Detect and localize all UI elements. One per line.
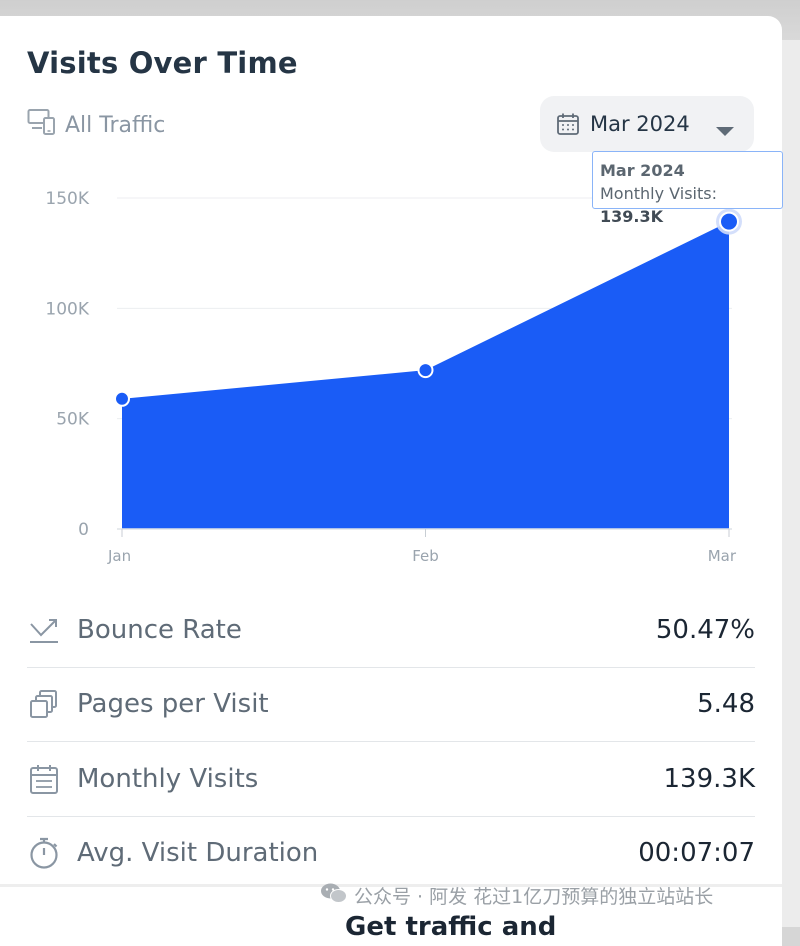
metric-label: Monthly Visits [77,763,259,794]
y-tick-label: 100K [45,299,89,319]
visits-area-chart: 0 50K 100K 150K Jan Feb Mar [45,189,742,565]
metric-row-monthly-visits: Monthly Visits 139.3K [27,742,755,817]
chart-tooltip: Mar 2024 Monthly Visits: 139.3K [592,151,783,226]
metric-row-pages-per-visit: Pages per Visit 5.48 [27,668,755,742]
x-tick-label: Mar [708,547,737,565]
metric-label: Bounce Rate [77,614,242,645]
date-picker[interactable]: Mar 2024 [540,96,754,152]
data-point [114,390,130,407]
metric-value: 50.47% [655,614,755,645]
page-right-strip [782,40,800,927]
y-tick-label: 0 [78,520,89,540]
metric-value: 00:07:07 [638,838,755,869]
y-tick-label: 150K [45,189,89,209]
traffic-filter-label: All Traffic [65,112,166,138]
watermark-text: 公众号 · 阿发 花过1亿刀预算的独立站站长 [354,886,714,908]
pages-per-visit-icon [27,687,61,721]
bounce-rate-icon [27,613,61,647]
tooltip-value: 139.3K [600,207,664,226]
metrics-list: Bounce Rate 50.47% Pages per Visit 5.48 … [27,593,755,890]
metric-value: 139.3K [663,763,755,794]
date-picker-value: Mar 2024 [590,112,690,136]
tooltip-title: Mar 2024 [600,161,685,180]
section-divider [0,884,782,887]
metric-value: 5.48 [697,689,755,720]
calendar-icon [27,762,61,796]
traffic-filter: All Traffic [27,108,165,142]
metric-label: Avg. Visit Duration [77,838,319,869]
calendar-icon [556,112,580,136]
metric-row-avg-visit-duration: Avg. Visit Duration 00:07:07 [27,817,755,891]
cutoff-heading: Get traffic and [345,912,557,942]
metric-label: Pages per Visit [77,689,269,720]
tooltip-label: Monthly Visits: [600,184,717,203]
stopwatch-icon [27,836,61,870]
data-point [719,211,739,232]
metric-row-bounce-rate: Bounce Rate 50.47% [27,593,755,668]
card-title: Visits Over Time [27,46,298,80]
y-tick-label: 50K [56,410,90,430]
x-tick-label: Jan [107,547,131,565]
wechat-icon [320,882,348,909]
chevron-down-icon [716,118,734,142]
data-point [417,362,434,379]
devices-icon [27,108,57,142]
x-tick-label: Feb [412,547,439,565]
watermark: 公众号 · 阿发 花过1亿刀预算的独立站站长 [320,882,713,909]
tooltip-body: Monthly Visits: 139.3K [600,182,782,228]
